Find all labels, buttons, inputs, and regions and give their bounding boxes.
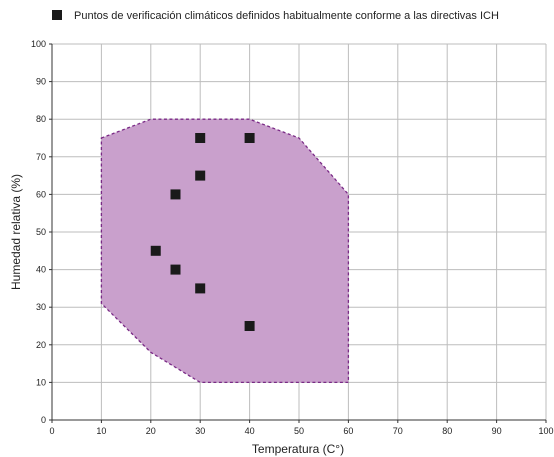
data-point [195, 133, 206, 143]
x-tick-label: 90 [492, 426, 502, 436]
x-tick-label: 50 [294, 426, 304, 436]
x-tick-label: 100 [538, 426, 553, 436]
y-tick-label: 60 [36, 189, 46, 199]
data-point [170, 264, 181, 275]
x-tick-label: 0 [49, 426, 54, 436]
y-tick-label: 100 [31, 39, 46, 49]
data-points [150, 133, 255, 331]
x-axis-ticks: 0 10 20 30 40 50 60 70 80 90 100 [49, 420, 554, 436]
y-tick-label: 40 [36, 265, 46, 275]
y-axis-title: Humedad relativa (%) [9, 174, 23, 290]
y-tick-label: 0 [41, 415, 46, 425]
x-tick-label: 10 [96, 426, 106, 436]
y-tick-label: 50 [36, 227, 46, 237]
climate-region [100, 118, 350, 384]
y-tick-label: 30 [36, 302, 46, 312]
y-tick-label: 80 [36, 114, 46, 124]
y-tick-label: 20 [36, 340, 46, 350]
data-point [195, 283, 206, 294]
legend-label: Puntos de verificación climáticos defini… [74, 10, 499, 22]
y-tick-label: 70 [36, 152, 46, 162]
data-point [195, 170, 206, 181]
x-tick-label: 70 [393, 426, 403, 436]
data-point [170, 189, 181, 200]
x-axis-title: Temperatura (C°) [252, 442, 344, 456]
data-point [244, 321, 255, 331]
data-point [244, 133, 255, 143]
x-tick-label: 20 [146, 426, 156, 436]
legend: Puntos de verificación climáticos defini… [52, 10, 499, 22]
data-point [150, 245, 161, 256]
x-tick-label: 80 [442, 426, 452, 436]
y-tick-label: 10 [36, 377, 46, 387]
x-tick-label: 60 [343, 426, 353, 436]
y-axis-ticks: 0 10 20 30 40 50 60 70 80 90 100 [31, 39, 52, 425]
x-tick-label: 40 [245, 426, 255, 436]
x-tick-label: 30 [195, 426, 205, 436]
climate-region-polygon [100, 118, 350, 384]
legend-marker [52, 10, 62, 20]
y-tick-label: 90 [36, 77, 46, 87]
